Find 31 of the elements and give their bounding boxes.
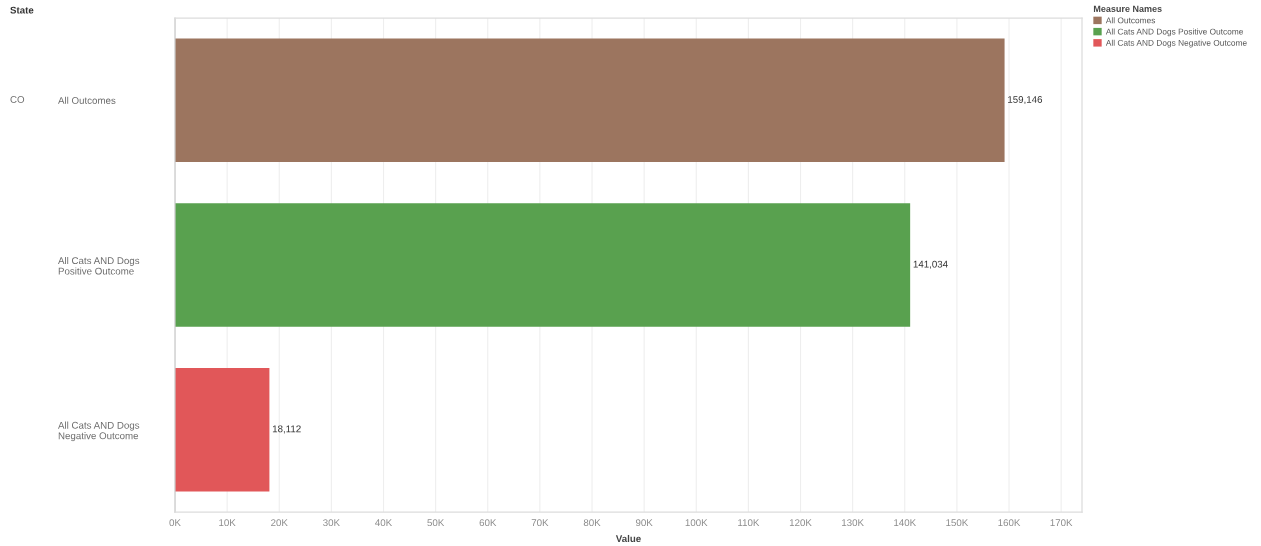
x-tick-label: 60K bbox=[479, 519, 497, 527]
x-tick-label: 130K bbox=[842, 519, 864, 527]
x-tick-label: 150K bbox=[946, 519, 969, 527]
x-tick-label: 120K bbox=[789, 519, 812, 527]
x-tick-label: 100K bbox=[685, 519, 708, 527]
y-tick-label: All Cats AND Dogs Negative Outcome bbox=[58, 421, 140, 442]
x-tick-label: 0K bbox=[169, 519, 181, 527]
legend-title: Measure Names bbox=[1093, 5, 1162, 12]
legend-label: All Outcomes bbox=[1105, 17, 1156, 24]
x-tick-label: 10K bbox=[219, 519, 236, 527]
y-tick-label: All Outcomes bbox=[58, 96, 116, 104]
data-label: 141,034 bbox=[913, 260, 948, 269]
x-tick-label: 90K bbox=[635, 519, 653, 527]
y-tick-label: All Cats AND Dogs Positive Outcome bbox=[58, 256, 140, 275]
x-tick-label: 50K bbox=[427, 519, 445, 527]
data-label: 18,112 bbox=[272, 425, 301, 434]
data-label: 159,146 bbox=[1008, 96, 1043, 105]
x-tick-label: 160K bbox=[998, 519, 1021, 527]
x-tick-label: 140K bbox=[894, 519, 917, 527]
x-tick-label: 110K bbox=[738, 519, 760, 527]
x-tick-label: 170K bbox=[1050, 519, 1073, 527]
x-tick-label: 30K bbox=[323, 519, 340, 527]
legend-label: All Cats AND Dogs Negative Outcome bbox=[1105, 39, 1247, 48]
legend-label: All Cats AND Dogs Positive Outcome bbox=[1105, 28, 1244, 37]
text: CO bbox=[10, 96, 25, 103]
y-axis-title: State bbox=[10, 6, 34, 14]
x-tick-label: 80K bbox=[583, 519, 601, 527]
x-tick-label: 40K bbox=[375, 519, 393, 527]
x-axis-title: Value bbox=[615, 534, 641, 543]
x-tick-label: 20K bbox=[271, 519, 288, 527]
x-tick-label: 70K bbox=[531, 519, 549, 527]
